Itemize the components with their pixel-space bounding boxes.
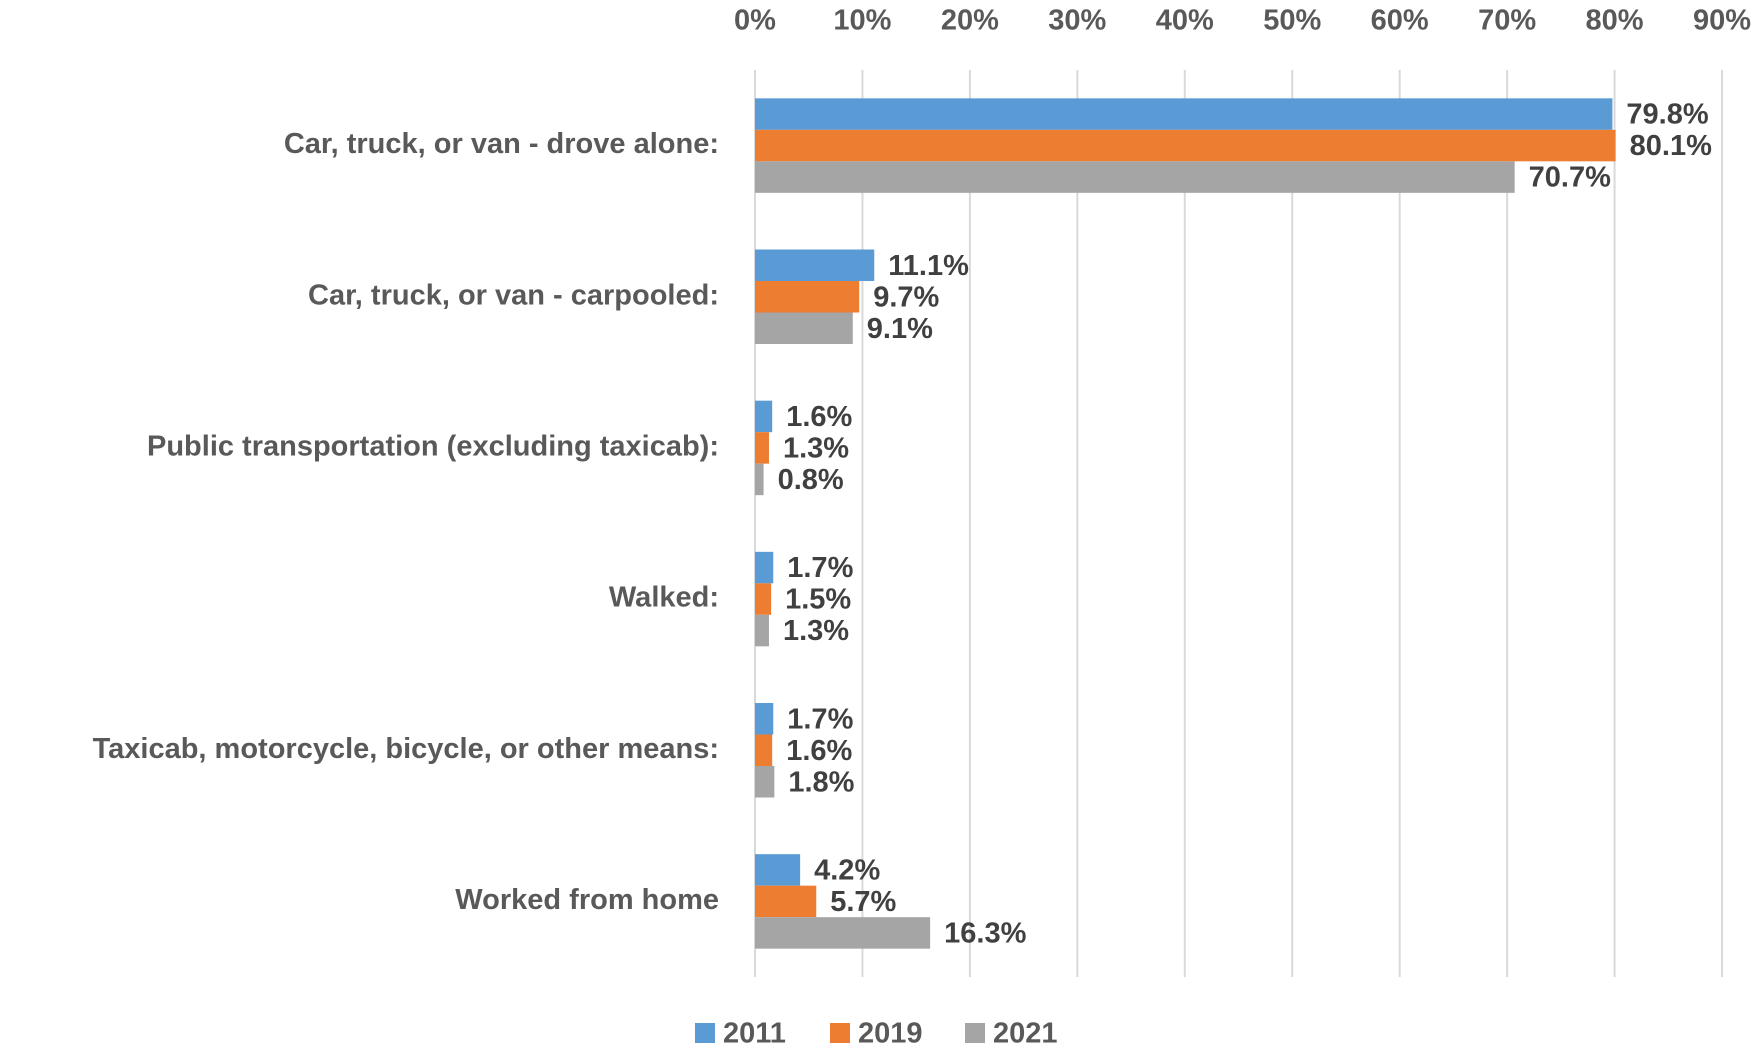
x-tick-label: 30% <box>1048 5 1106 37</box>
data-label: 0.8% <box>778 464 844 496</box>
y-tick-label: Car, truck, or van - drove alone: <box>284 128 719 160</box>
x-tick-label: 50% <box>1263 5 1321 37</box>
bar <box>755 312 853 344</box>
bar <box>755 249 875 281</box>
x-tick-label: 20% <box>941 5 999 37</box>
y-tick-label: Worked from home <box>455 884 719 916</box>
x-tick-label: 90% <box>1693 5 1751 37</box>
y-tick-label: Taxicab, motorcycle, bicycle, or other m… <box>93 733 719 765</box>
bar <box>755 614 769 647</box>
data-label: 9.7% <box>873 281 939 313</box>
data-label: 1.6% <box>786 401 852 433</box>
bar <box>755 854 801 886</box>
y-tick-label: Public transportation (excluding taxicab… <box>147 431 719 463</box>
legend-swatch <box>965 1023 985 1043</box>
data-label: 79.8% <box>1626 99 1708 131</box>
bar <box>755 129 1616 162</box>
data-label: 11.1% <box>888 250 969 282</box>
bar <box>755 98 1613 130</box>
legend-swatch <box>695 1023 715 1043</box>
data-label: 1.6% <box>786 735 852 767</box>
data-label: 4.2% <box>814 855 880 887</box>
legend-swatch <box>830 1023 850 1043</box>
data-label: 80.1% <box>1630 130 1712 162</box>
y-tick-label: Walked: <box>609 582 719 614</box>
data-label: 5.7% <box>830 886 896 918</box>
bar <box>755 432 769 464</box>
data-label: 9.1% <box>867 313 933 345</box>
x-tick-label: 40% <box>1156 5 1214 37</box>
x-tick-label: 60% <box>1371 5 1429 37</box>
data-label: 1.3% <box>783 615 849 647</box>
bar <box>755 703 774 735</box>
bar <box>755 400 773 433</box>
legend-label: 2011 <box>723 1018 786 1050</box>
bar <box>755 885 817 918</box>
bar <box>755 551 774 584</box>
bar <box>755 281 860 313</box>
y-tick-label: Car, truck, or van - carpooled: <box>308 279 719 311</box>
data-label: 1.7% <box>787 552 853 584</box>
bar <box>755 917 931 949</box>
bar <box>755 161 1515 193</box>
bar <box>755 463 764 496</box>
data-label: 1.8% <box>788 766 854 798</box>
data-label: 70.7% <box>1529 162 1611 194</box>
data-label: 1.5% <box>785 584 851 616</box>
x-tick-label: 70% <box>1478 5 1536 37</box>
bar <box>755 766 775 798</box>
data-label: 1.7% <box>787 703 853 735</box>
bar <box>755 583 772 615</box>
legend-label: 2021 <box>993 1018 1058 1050</box>
x-tick-label: 80% <box>1586 5 1644 37</box>
legend-label: 2019 <box>858 1018 923 1050</box>
bar <box>755 734 773 766</box>
x-tick-label: 0% <box>734 5 776 37</box>
data-label: 16.3% <box>944 918 1026 950</box>
x-tick-label: 10% <box>833 5 891 37</box>
data-label: 1.3% <box>783 433 849 465</box>
